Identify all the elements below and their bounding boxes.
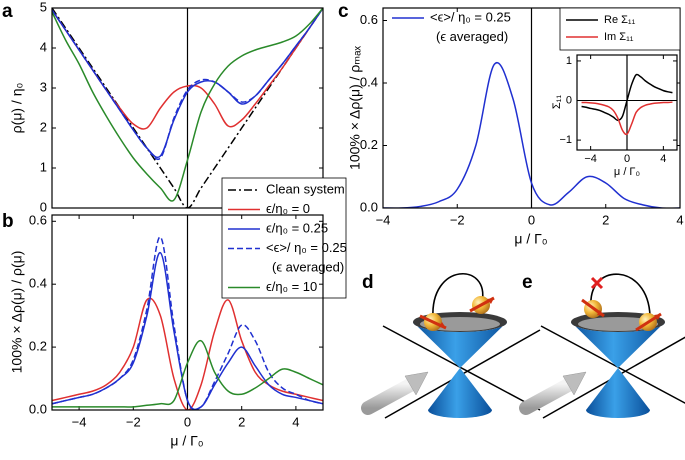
y-tick-label: −1: [559, 134, 572, 146]
legend-sublabel: (ϵ averaged): [272, 259, 344, 274]
y-tick-label: 0: [566, 94, 572, 106]
y-axis-label: Σ₁₁: [551, 95, 563, 110]
plot-frame: [576, 54, 678, 151]
plot-frame: [51, 214, 324, 411]
y-tick-label: 1: [566, 55, 572, 67]
plot: 0 1 2 3 4 5 ρ(μ) / η₀: [9, 0, 324, 214]
panel-label: c: [338, 1, 349, 22]
y-tick-label: 0: [40, 199, 47, 214]
y-tick-label: 0.4: [29, 276, 47, 291]
series-group: [383, 61, 680, 208]
y-tick-label: 2: [40, 119, 47, 134]
line-series: [581, 73, 673, 122]
line-series: [52, 340, 323, 408]
x-tick-label: 0: [184, 414, 191, 429]
panel-label: a: [2, 1, 13, 22]
x-tick-label: 0: [528, 212, 535, 227]
y-axis-label: ρ(μ) / η₀: [9, 83, 25, 134]
legend: Clean system ϵ/η₀ = 0 ϵ/η₀ = 0.25 <ϵ>/ η₀ =…: [221, 177, 347, 299]
legend-label: <ϵ>/ η₀ = 0.25: [266, 240, 347, 255]
legend-label: Im Σ₁₁: [604, 31, 634, 43]
plot-frame: [51, 7, 324, 209]
line-series: [52, 8, 323, 159]
y-tick-label: 0.4: [360, 74, 378, 89]
x-tick-label: 0: [624, 153, 630, 165]
legend-label: ϵ/η₀ = 10: [266, 279, 317, 294]
plot: 0.0 0.2 0.4 0.6 −4 −2 0 2 4 100% × Δρ(μ) / ρ(μ) μ …: [9, 213, 324, 449]
x-tick-label: −4: [376, 212, 391, 227]
line-series: [383, 61, 680, 208]
legend-label: Clean system: [266, 181, 345, 196]
x-tick-label: −4: [72, 414, 87, 429]
x-tick-label: −2: [126, 414, 141, 429]
x-tick-label: 4: [660, 153, 666, 165]
legend: Re Σ₁₁ Im Σ₁₁: [559, 7, 681, 51]
series-group: [52, 8, 323, 208]
x-tick-label: 4: [292, 414, 299, 429]
diagram-d: [361, 272, 541, 419]
y-tick-label: 1: [40, 159, 47, 174]
y-tick-label: 0.0: [360, 199, 378, 214]
line-series: [52, 8, 323, 202]
legend-box: [221, 177, 347, 299]
x-axis-label: μ / Γ₀: [170, 433, 203, 449]
y-tick-label: 0.0: [29, 401, 47, 416]
y-tick-label: 0.6: [29, 213, 47, 228]
legend-label: ϵ/η₀ = 0.25: [266, 220, 328, 235]
y-tick-label: 5: [40, 0, 47, 14]
legend-label: <ϵ>/ η₀ = 0.25: [430, 9, 511, 24]
y-tick-label: 3: [40, 79, 47, 94]
y-axis-label: 100% × Δρ(μ) / ρₘₐₓ: [347, 46, 363, 170]
panel-label: b: [2, 211, 14, 232]
line-series: [581, 101, 673, 136]
series-group: [581, 73, 673, 136]
x-axis-label: μ / Γ₀: [614, 166, 640, 178]
panel-label: e: [522, 272, 533, 293]
x-tick-label: 2: [238, 414, 245, 429]
legend-sublabel: (ϵ averaged): [436, 29, 508, 44]
plot: 0.0 0.2 0.4 0.6 −4 −2 0 2 4 100% × Δρ(μ) / ρₘₐₓ μ …: [347, 7, 684, 247]
x-tick-label: 2: [602, 212, 609, 227]
x-axis-label: μ / Γ₀: [514, 231, 547, 247]
series-group: [52, 236, 323, 410]
y-tick-label: 0.6: [360, 12, 378, 27]
x-tick-label: −4: [584, 153, 597, 165]
plot-frame: [382, 7, 681, 209]
y-axis-label: 100% × Δρ(μ) / ρ(μ): [9, 251, 25, 374]
legend-label: Re Σ₁₁: [604, 14, 636, 26]
plot: −1 0 1 −4 0 4 Σ₁₁ μ / Γ₀: [551, 54, 678, 178]
legend-box: [559, 7, 681, 51]
line-series: [52, 236, 323, 410]
legend: <ϵ>/ η₀ = 0.25 (ϵ averaged): [392, 9, 511, 44]
diagram-e: [519, 273, 685, 419]
x-tick-label: 4: [676, 212, 683, 227]
panel-label: d: [362, 272, 374, 293]
x-tick-label: −2: [450, 212, 465, 227]
y-tick-label: 4: [40, 39, 47, 54]
y-tick-label: 0.2: [360, 137, 378, 152]
y-tick-label: 0.2: [29, 339, 47, 354]
legend-label: ϵ/η₀ = 0: [266, 201, 310, 216]
